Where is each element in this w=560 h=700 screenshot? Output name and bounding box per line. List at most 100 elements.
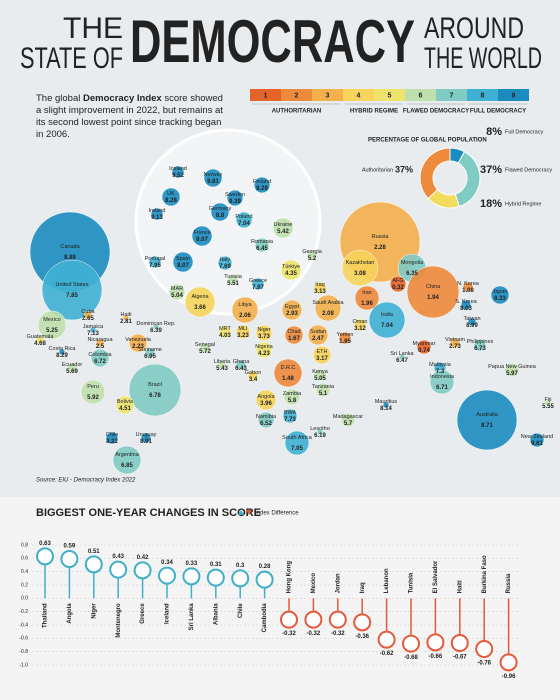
country-name: S. Korea <box>455 299 477 305</box>
country-name: United States <box>55 282 88 288</box>
country-name: Tunisia <box>224 274 242 280</box>
country-name: Greece <box>249 278 267 284</box>
country-score: 8.07 <box>196 237 208 243</box>
country-area <box>272 217 294 239</box>
country-name: Tanzania <box>312 384 335 390</box>
country-area <box>460 299 472 311</box>
country-score: 8.91 <box>140 439 152 445</box>
country-name: Mongolia <box>401 260 424 266</box>
country-score: 6.95 <box>144 354 156 360</box>
country-name: Norway <box>204 172 223 178</box>
country-name: Sudan <box>310 329 326 335</box>
country-score: 8.88 <box>64 255 76 261</box>
category-label: Burkina Faso <box>482 555 488 593</box>
category-label: Albania <box>213 603 219 625</box>
country-area <box>235 359 247 371</box>
country-area <box>161 187 181 207</box>
legend-step: 8 <box>481 92 485 99</box>
country-score: 6.71 <box>436 385 448 391</box>
title-main: DEMOCRACY <box>130 8 415 75</box>
country-area <box>235 211 253 229</box>
country-area <box>490 285 510 305</box>
country-name: Colombia <box>88 352 112 358</box>
country-score: 5.04 <box>171 293 183 299</box>
country-area <box>95 338 105 348</box>
country-name: Finland <box>253 179 271 185</box>
country-score: 6.43 <box>235 366 247 372</box>
country-area <box>217 360 227 370</box>
country-score: 8.22 <box>106 439 118 445</box>
country-score: 5.72 <box>199 349 211 355</box>
country-name: Oman <box>353 319 368 325</box>
country-name: Italy <box>220 257 230 263</box>
country-name: Suriname <box>138 347 162 353</box>
category-label: Chile <box>238 603 244 618</box>
category-label: Haiti <box>457 580 463 593</box>
country-area <box>128 333 148 353</box>
country-score: 2.06 <box>239 313 251 319</box>
country-score: 9.81 <box>207 179 219 185</box>
country-area <box>449 337 461 349</box>
flag-dot <box>182 567 201 586</box>
country-score: 0.74 <box>418 348 430 354</box>
title-the: THE <box>63 12 123 45</box>
country-score: 4.68 <box>34 341 46 347</box>
country-score: 2.73 <box>449 344 461 350</box>
country-area <box>83 310 93 320</box>
country-area <box>462 281 474 293</box>
country-area <box>398 353 406 361</box>
flag-dot <box>499 653 518 672</box>
country-score: 7.04 <box>238 221 250 227</box>
donut-title: PERCENTAGE OF GLOBAL POPULATION <box>368 138 487 144</box>
country-score: 9.61 <box>531 441 543 447</box>
legend-step: 3 <box>326 92 330 99</box>
country-name: Brazil <box>148 382 162 388</box>
country-name: MAR <box>171 286 183 292</box>
country-score: 6.47 <box>396 358 408 364</box>
country-area <box>144 347 156 359</box>
intro-rest: score showed a slight improvement in 202… <box>36 93 223 140</box>
country-score: 8.71 <box>481 423 493 429</box>
country-name: Iraq <box>315 282 324 288</box>
value-label: 0.31 <box>210 562 222 568</box>
country-name: Saudi Arabia <box>312 300 344 306</box>
country-area <box>340 412 356 428</box>
country-score: 3.13 <box>314 289 326 295</box>
country-name: South Africa <box>282 435 313 441</box>
country-score: 5.25 <box>46 328 58 334</box>
country-name: Peru <box>87 384 99 390</box>
value-label: -0.76 <box>477 661 491 667</box>
country-name: Russia <box>372 234 390 240</box>
country-area <box>122 314 130 322</box>
legend-swatch <box>374 89 405 101</box>
country-name: BWA <box>284 410 297 416</box>
country-score: 7.95 <box>149 263 161 269</box>
country-area <box>140 432 152 444</box>
country-area <box>280 259 302 281</box>
country-score: 0.32 <box>392 285 404 291</box>
country-name: Sri Lanka <box>390 351 414 357</box>
category-label: Jordan <box>335 573 341 593</box>
legend-step: 2 <box>295 92 299 99</box>
country-area <box>254 237 270 253</box>
country-name: Lesotho <box>310 426 330 432</box>
country-score: 4.03 <box>219 333 231 339</box>
country-score: 5.55 <box>542 404 554 410</box>
country-score: 7.69 <box>219 264 231 270</box>
country-name: Japan <box>493 289 508 295</box>
flag-dot <box>231 569 250 588</box>
category-label: El Salvador <box>433 560 439 593</box>
country-area <box>273 358 303 388</box>
country-area <box>199 342 211 354</box>
country-name: MLI <box>238 326 248 332</box>
country-name: New Zealand <box>521 434 553 440</box>
country-name: ETH <box>317 349 328 355</box>
legend-label: Index Difference <box>255 511 299 517</box>
flag-dot <box>133 561 152 580</box>
regime-label: AUTHORITARIAN <box>272 109 322 115</box>
title-state-of: STATE OF <box>20 42 123 75</box>
country-area <box>203 168 223 188</box>
country-area <box>150 207 164 221</box>
